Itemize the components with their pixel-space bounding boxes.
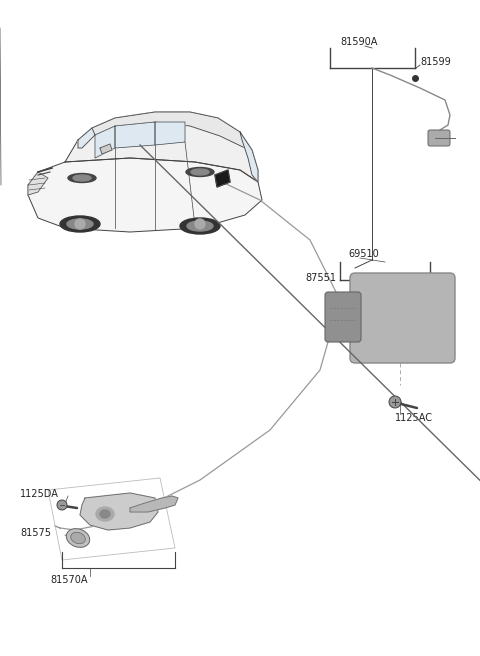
Polygon shape [240,132,258,182]
Ellipse shape [60,216,100,232]
Text: 69510: 69510 [348,249,379,259]
Ellipse shape [191,169,209,175]
Ellipse shape [71,532,85,544]
Text: 81590A: 81590A [340,37,377,47]
Polygon shape [115,122,155,148]
Text: 87551: 87551 [305,273,336,283]
Polygon shape [130,496,178,512]
Polygon shape [95,126,115,158]
Circle shape [389,396,401,408]
Polygon shape [78,128,95,148]
Polygon shape [28,172,48,195]
Polygon shape [100,144,112,154]
Ellipse shape [180,218,220,234]
Circle shape [75,219,85,229]
Ellipse shape [186,167,214,176]
FancyBboxPatch shape [325,292,361,342]
Ellipse shape [66,529,90,547]
Text: 81570A: 81570A [50,575,87,585]
Polygon shape [28,158,262,232]
Text: 1125DA: 1125DA [20,489,59,499]
Text: 81599: 81599 [420,57,451,67]
Ellipse shape [100,510,110,518]
Ellipse shape [187,221,213,231]
Text: 81575: 81575 [20,528,51,538]
Ellipse shape [96,507,114,521]
Circle shape [57,500,67,510]
Ellipse shape [73,175,91,181]
Ellipse shape [68,173,96,182]
FancyBboxPatch shape [350,273,455,363]
Polygon shape [92,112,252,150]
Polygon shape [215,170,230,187]
Polygon shape [80,493,158,530]
Circle shape [195,219,205,229]
Polygon shape [65,112,258,182]
Ellipse shape [67,219,93,229]
FancyBboxPatch shape [428,130,450,146]
Polygon shape [155,122,185,145]
Text: 1125AC: 1125AC [395,413,433,423]
